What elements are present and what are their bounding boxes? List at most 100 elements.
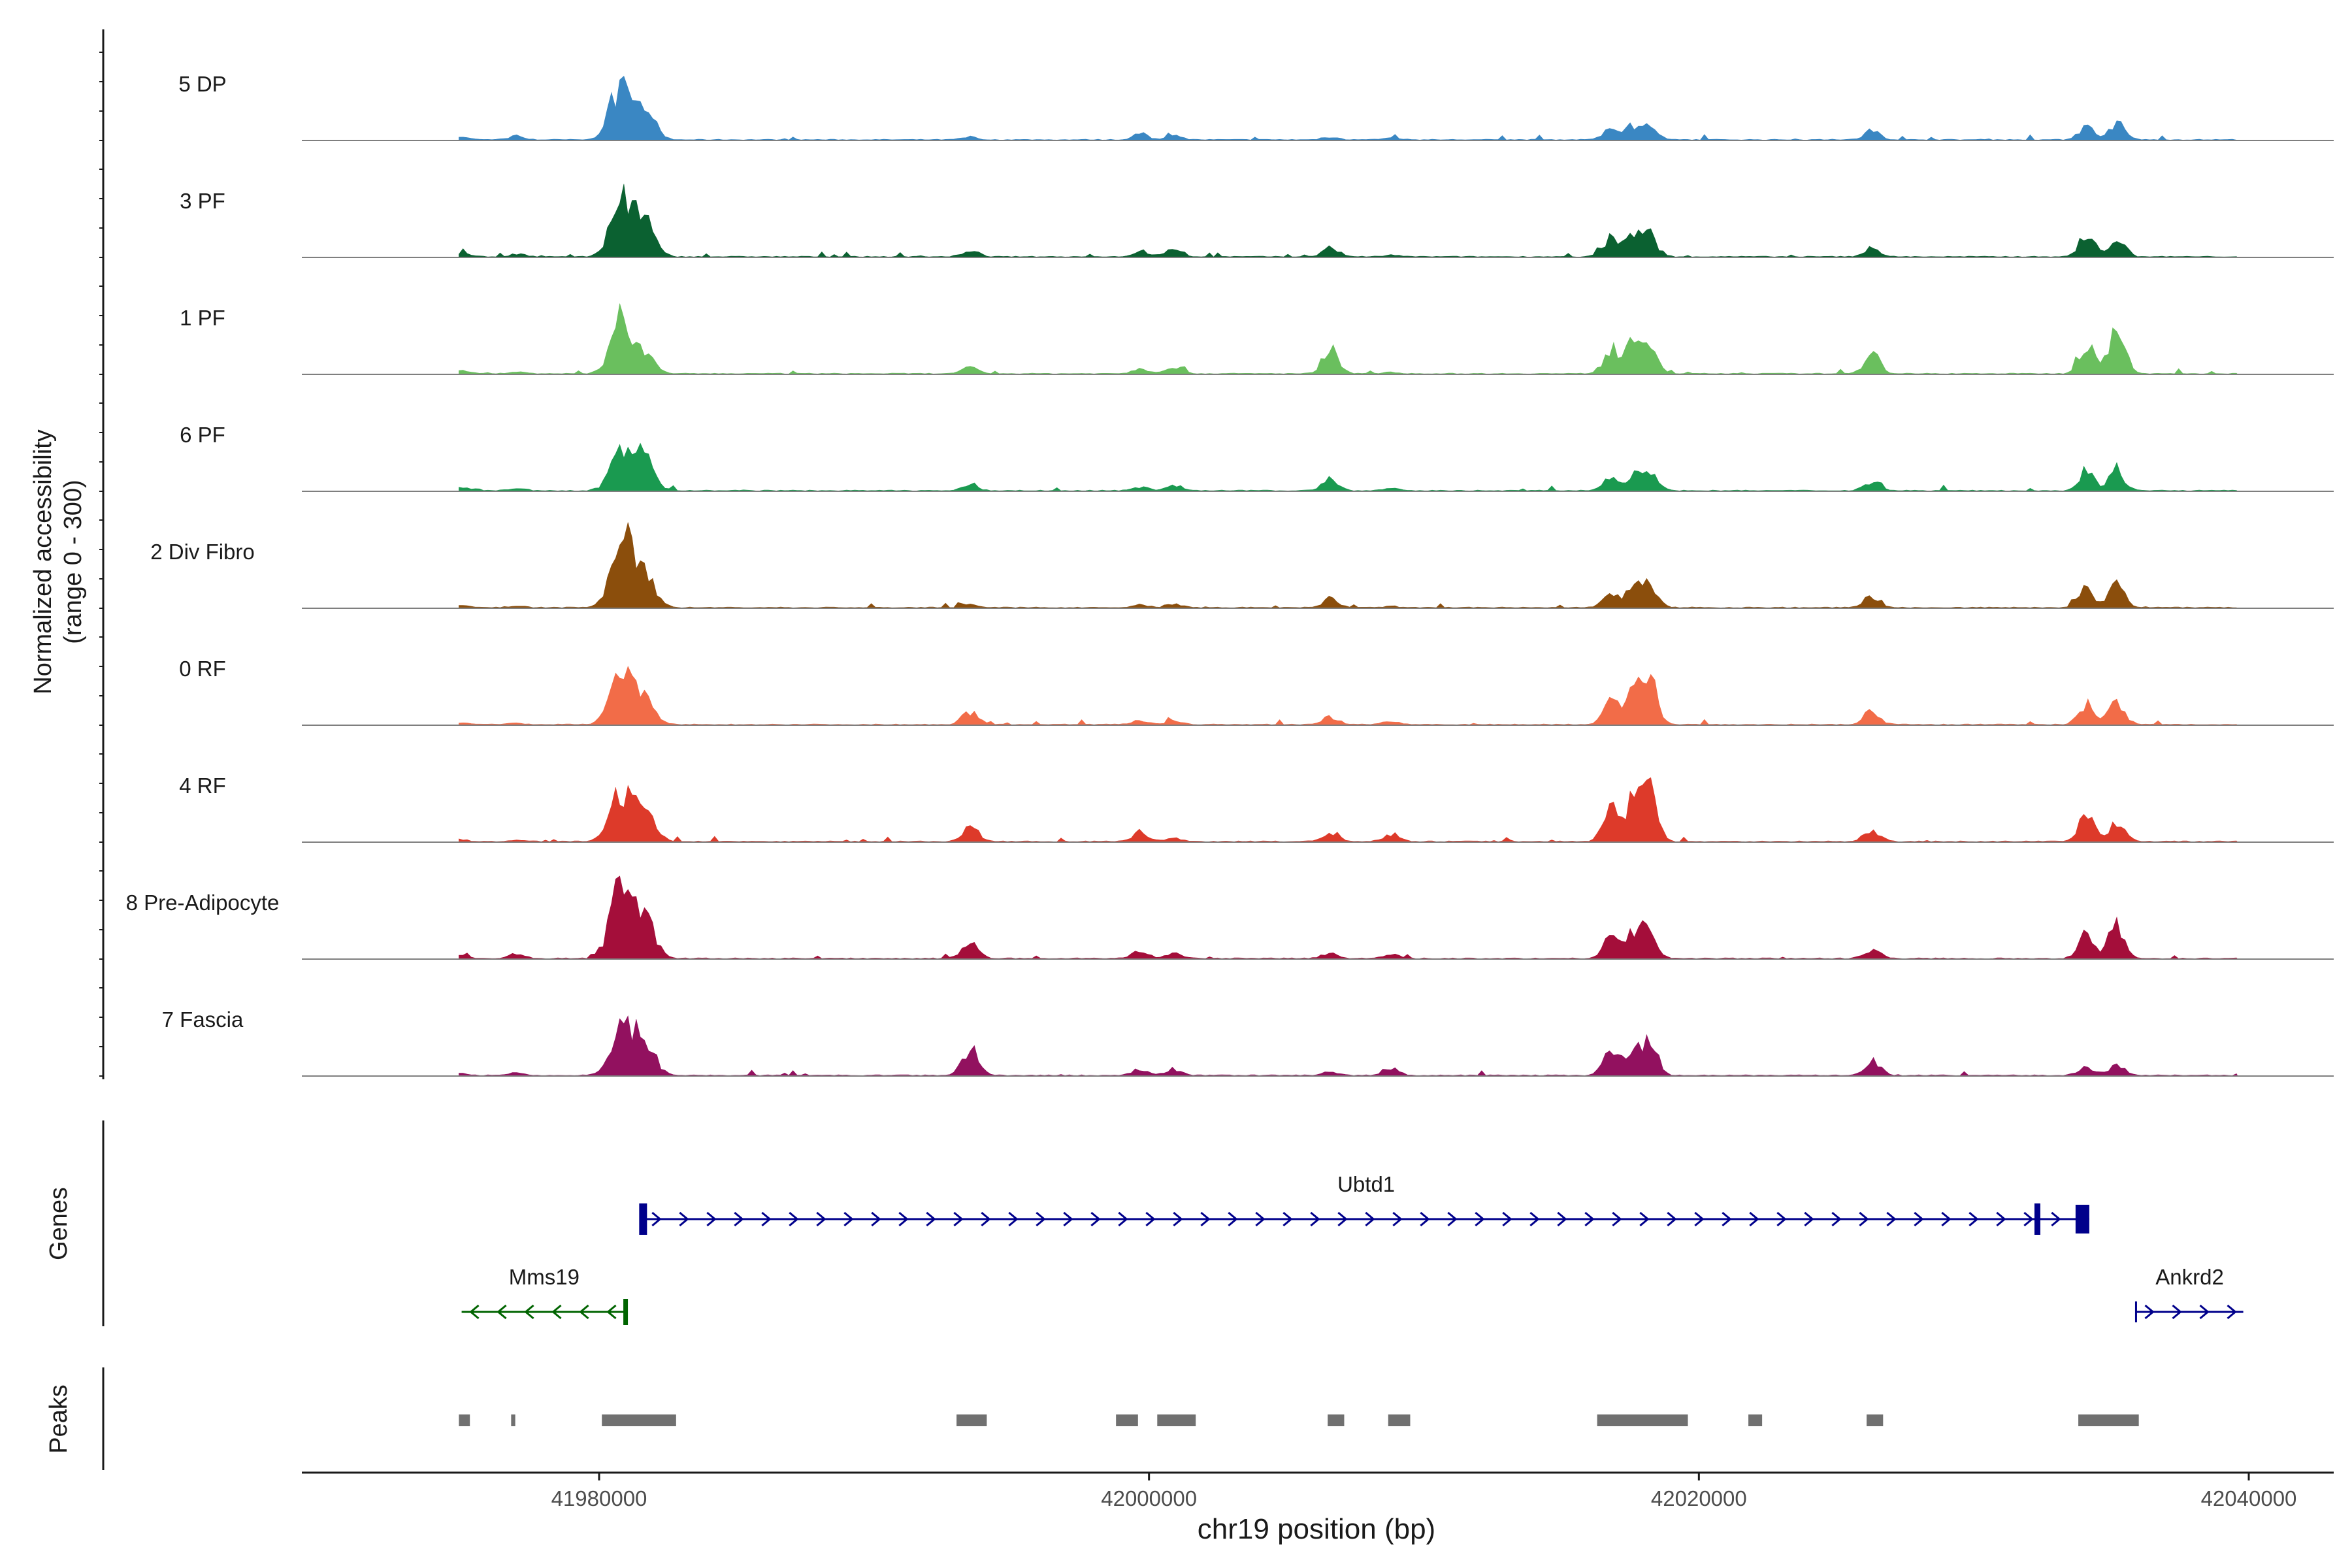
track-label: 8 Pre-Adipocyte (126, 890, 280, 915)
peak-region (1388, 1414, 1411, 1426)
strand-chevron (1008, 1211, 1019, 1227)
strand-chevron (469, 1304, 480, 1320)
x-axis: 41980000 42000000 42020000 42040000 (302, 1471, 2334, 1511)
peak-region (459, 1414, 470, 1426)
strand-chevron (1475, 1211, 1485, 1227)
strand-chevron (1337, 1211, 1348, 1227)
strand-chevron (2144, 1304, 2155, 1320)
strand-chevron (2199, 1304, 2210, 1320)
peaks-panel-label: Peaks (45, 1384, 73, 1454)
coverage-area (459, 303, 2239, 375)
strand-chevron (1090, 1211, 1101, 1227)
coverage-area (459, 184, 2239, 258)
track-4-rf: 4 RF (179, 774, 2334, 843)
strand-chevron (1914, 1211, 1924, 1227)
genes-panel-label: Genes (45, 1187, 73, 1260)
peak-region (956, 1414, 987, 1426)
peaks-panel: Peaks (45, 1367, 2139, 1470)
strand-chevron (2023, 1211, 2034, 1227)
exon (2075, 1205, 2089, 1233)
strand-chevron (1200, 1211, 1211, 1227)
peak-region (1748, 1414, 1763, 1426)
strand-chevron (734, 1211, 744, 1227)
x-axis-title: chr19 position (bp) (1198, 1513, 1435, 1545)
strand-chevron (1282, 1211, 1293, 1227)
peak-region (1116, 1414, 1138, 1426)
strand-chevron (1529, 1211, 1540, 1227)
track-label: 2 Div Fibro (150, 540, 255, 564)
y-axis-range-label: (range 0 - 300) (59, 480, 87, 644)
strand-chevron (1612, 1211, 1622, 1227)
strand-chevron (1804, 1211, 1814, 1227)
gene-label: Mms19 (509, 1265, 580, 1289)
exon (2034, 1203, 2040, 1235)
strand-chevron (1118, 1211, 1128, 1227)
gene-annotations: Ubtd1 Mms19 Ankrd2 (461, 1172, 2244, 1325)
strand-chevron (843, 1211, 854, 1227)
gene-ankrd2: Ankrd2 (2134, 1265, 2244, 1322)
strand-chevron (1996, 1211, 2006, 1227)
gene-mms19: Mms19 (461, 1265, 629, 1325)
strand-chevron (679, 1211, 689, 1227)
strand-chevron (1722, 1211, 1732, 1227)
strand-chevron (551, 1304, 562, 1320)
strand-chevron (871, 1211, 881, 1227)
coverage-area (459, 442, 2239, 492)
peak-regions (459, 1414, 2139, 1426)
peak-region (602, 1414, 676, 1426)
gene-ubtd1: Ubtd1 (639, 1172, 2089, 1235)
exon (623, 1299, 629, 1325)
strand-chevron (1886, 1211, 1897, 1227)
strand-chevron (926, 1211, 936, 1227)
strand-chevron (1749, 1211, 1759, 1227)
strand-chevron (651, 1211, 662, 1227)
coverage-area (459, 875, 2238, 960)
strand-chevron (1694, 1211, 1705, 1227)
strand-chevron (2227, 1304, 2237, 1320)
track-1-pf: 1 PF (180, 303, 2334, 375)
strand-chevron (1502, 1211, 1512, 1227)
strand-chevron (1941, 1211, 1952, 1227)
strand-chevron (2172, 1304, 2182, 1320)
strand-chevron (1584, 1211, 1595, 1227)
strand-chevron (1447, 1211, 1458, 1227)
coverage-area (459, 75, 2238, 141)
x-tick-label: 42000000 (1101, 1486, 1197, 1511)
strand-chevron (1255, 1211, 1266, 1227)
coverage-area (459, 522, 2238, 609)
track-0-rf: 0 RF (179, 657, 2334, 726)
strand-chevron (1228, 1211, 1238, 1227)
strand-chevron (1145, 1211, 1156, 1227)
x-tick-label: 41980000 (551, 1486, 647, 1511)
track-6-pf: 6 PF (180, 423, 2334, 492)
strand-chevron (761, 1211, 772, 1227)
strand-chevron (579, 1304, 589, 1320)
strand-chevron (1310, 1211, 1320, 1227)
strand-chevron (1859, 1211, 1869, 1227)
track-7-fascia: 7 Fascia (162, 1007, 2334, 1077)
gene-label: Ankrd2 (2155, 1265, 2224, 1289)
strand-chevron (816, 1211, 826, 1227)
peak-region (1157, 1414, 1196, 1426)
x-tick-label: 42040000 (2201, 1486, 2297, 1511)
strand-chevron (606, 1304, 617, 1320)
y-axis-label: Normalized accessibility (29, 429, 57, 694)
track-5-dp: 5 DP (178, 72, 2334, 141)
track-label: 1 PF (180, 306, 225, 330)
track-label: 7 Fascia (162, 1007, 244, 1032)
track-8-pre-adipocyte: 8 Pre-Adipocyte (126, 875, 2334, 960)
coverage-area (459, 1015, 2238, 1077)
strand-chevron (2051, 1211, 2061, 1227)
genes-panel: Genes Ubtd1 Mms19 Ankrd2 (45, 1120, 2244, 1326)
peak-region (1867, 1414, 1884, 1426)
track-label: 6 PF (180, 423, 225, 447)
strand-chevron (497, 1304, 507, 1320)
strand-chevron (1776, 1211, 1787, 1227)
strand-chevron (1557, 1211, 1567, 1227)
peak-region (2078, 1414, 2139, 1426)
strand-chevron (1968, 1211, 1979, 1227)
exon (639, 1203, 647, 1235)
strand-chevron (1063, 1211, 1073, 1227)
track-2-div-fibro: 2 Div Fibro (150, 522, 2334, 609)
strand-chevron (953, 1211, 964, 1227)
